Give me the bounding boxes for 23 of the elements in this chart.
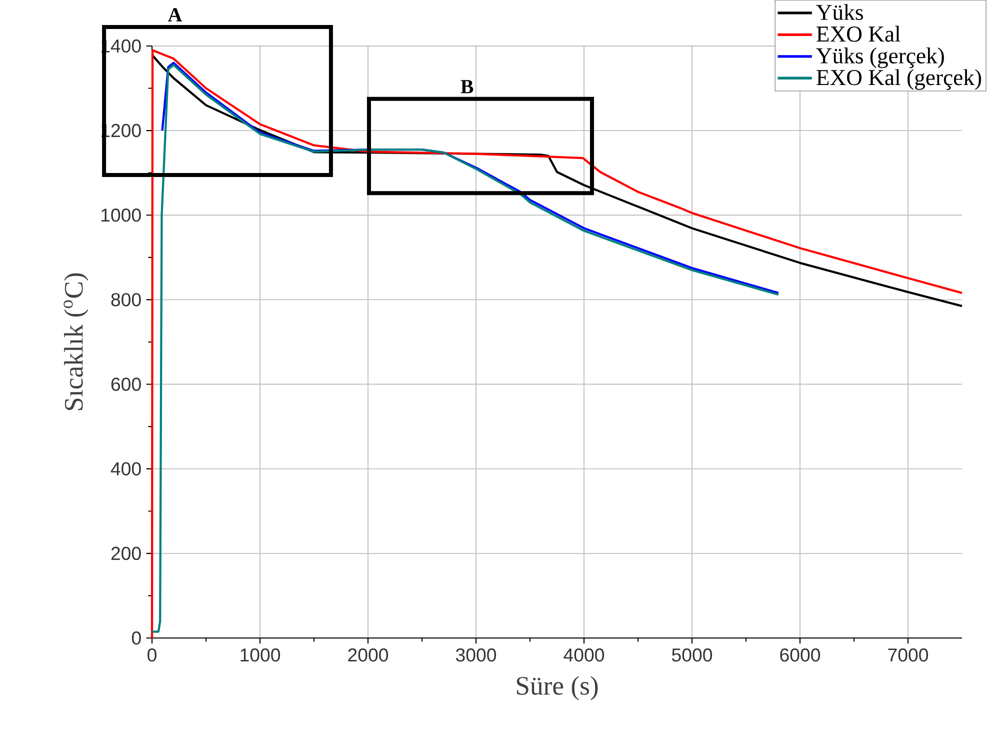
x-tick-label: 1000 [240, 648, 280, 662]
y-tick-label: 0 [132, 631, 141, 645]
x-tick-label: 0 [148, 648, 156, 662]
line-series [150, 64, 780, 633]
x-tick-label: 7000 [888, 648, 928, 662]
x-tick-label: 6000 [780, 648, 820, 662]
y-tick-label: 400 [110, 462, 141, 476]
legend-label: EXO Kal [816, 26, 900, 42]
annotation: B [460, 80, 474, 94]
legend-label: Yüks (gerçek) [816, 48, 944, 68]
y-tick-label: 200 [111, 546, 141, 560]
x-tick-label: 3000 [456, 648, 496, 662]
x-tick-label: 4000 [564, 648, 604, 662]
text: A [168, 8, 182, 22]
x-axis-title: Süre (s) [516, 676, 598, 700]
x-tick-label: 5000 [672, 648, 712, 662]
y-tick-label: 1000 [102, 208, 141, 222]
y-tick-label: 600 [111, 378, 141, 391]
y-axis-title: Sıcaklık ($^{o}$C) [64, 273, 88, 410]
legend-label: EXO Kal (gerçek) [816, 69, 982, 90]
legend-label: Yüks [816, 4, 863, 20]
y-tick-label: 800 [111, 293, 141, 306]
x-tick-label: 2000 [348, 648, 388, 662]
